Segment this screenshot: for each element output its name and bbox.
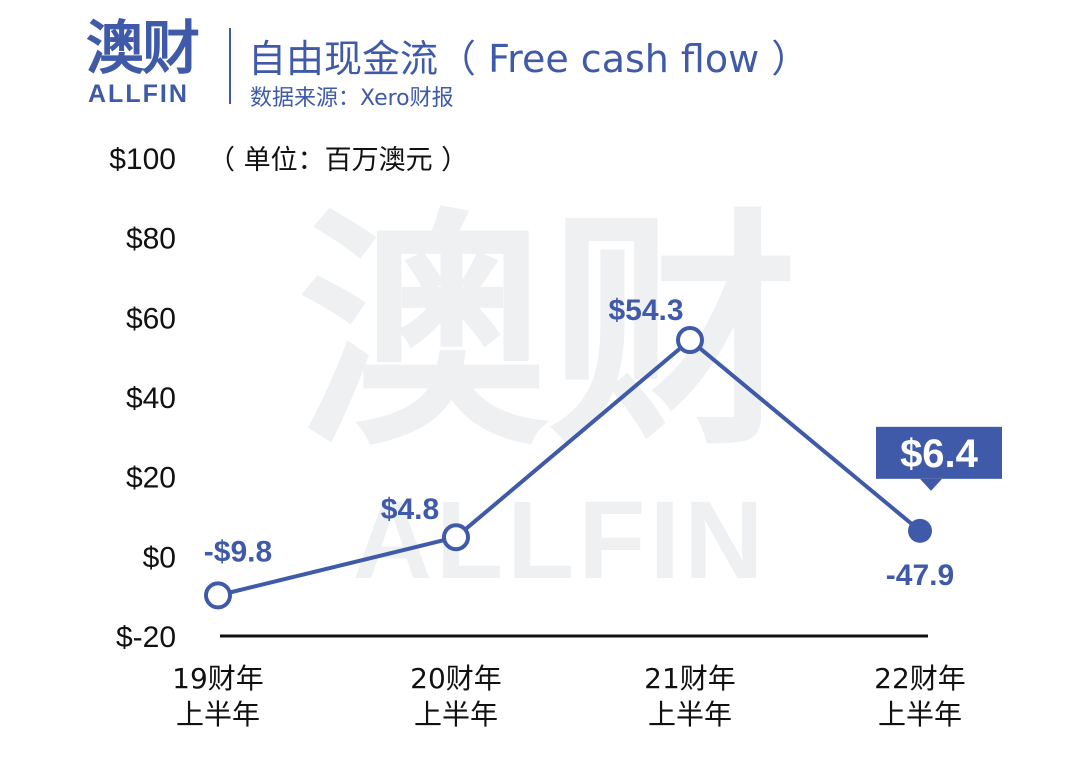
- data-label: -47.9: [886, 559, 954, 592]
- y-tick-label: $-20: [116, 621, 176, 654]
- chart-header: 澳财 ALLFIN 自由现金流（ Free cash flow ） 数据来源：X…: [0, 0, 1080, 120]
- data-point: [442, 523, 470, 552]
- x-category-label: 22财年上半年: [874, 662, 966, 731]
- y-tick-label: $20: [126, 462, 176, 495]
- watermark-chinese: 澳财: [298, 188, 798, 479]
- chart-title: 自由现金流（ Free cash flow ）: [248, 37, 810, 81]
- callout-pointer: [920, 478, 942, 491]
- brand-logo-chinese: 澳财: [86, 14, 200, 82]
- brand-logo-english: ALLFIN: [88, 80, 189, 108]
- series-line: [217, 338, 922, 598]
- watermark-english: ALLFIN: [352, 479, 767, 602]
- data-point: [676, 326, 704, 355]
- callout-box: [876, 426, 1002, 479]
- y-tick-label: $80: [126, 223, 176, 256]
- data-source: 数据来源：Xero财报: [250, 86, 454, 111]
- data-label: $4.8: [381, 493, 439, 526]
- data-label: $54.3: [608, 294, 683, 327]
- y-tick-label: $60: [126, 302, 176, 335]
- data-label: -$9.8: [204, 535, 272, 568]
- data-point: [908, 518, 932, 543]
- x-category-label: 19财年上半年: [172, 662, 264, 731]
- unit-label: （ 单位：百万澳元 ）: [208, 145, 469, 176]
- header-divider: [229, 28, 231, 104]
- data-point: [204, 581, 232, 610]
- x-category-label: 20财年上半年: [410, 662, 502, 731]
- y-tick-label: $40: [126, 382, 176, 415]
- x-category-label: 21财年上半年: [644, 662, 736, 731]
- y-tick-label: $0: [143, 541, 176, 574]
- callout-value: $6.4: [900, 432, 979, 476]
- y-tick-label: $100: [109, 143, 176, 176]
